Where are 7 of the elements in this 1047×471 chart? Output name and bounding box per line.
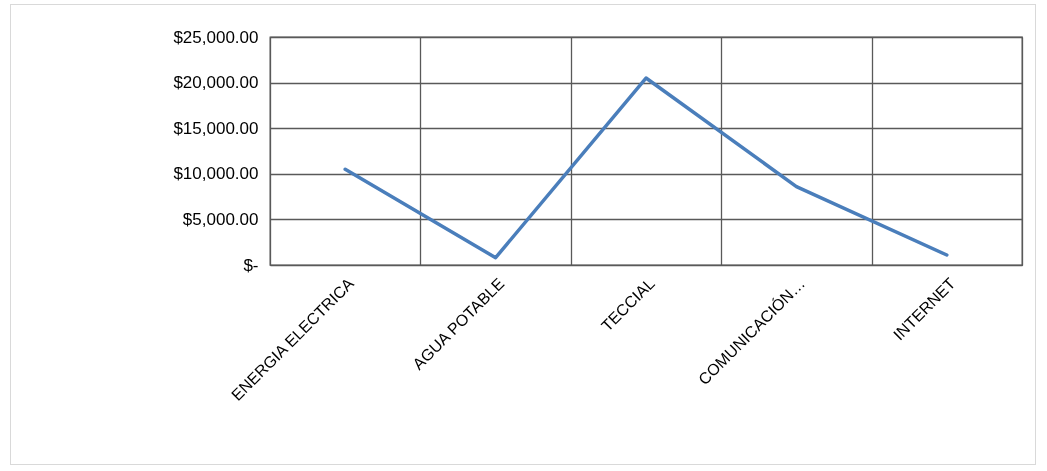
y-tick-label: $- <box>243 255 259 275</box>
y-tick-label: $25,000.00 <box>173 27 259 47</box>
y-tick-label: $20,000.00 <box>173 73 259 93</box>
y-tick-label: $10,000.00 <box>173 164 259 184</box>
y-tick-label: $15,000.00 <box>173 118 259 138</box>
line-series <box>343 76 949 260</box>
y-tick-label: $5,000.00 <box>182 209 259 229</box>
